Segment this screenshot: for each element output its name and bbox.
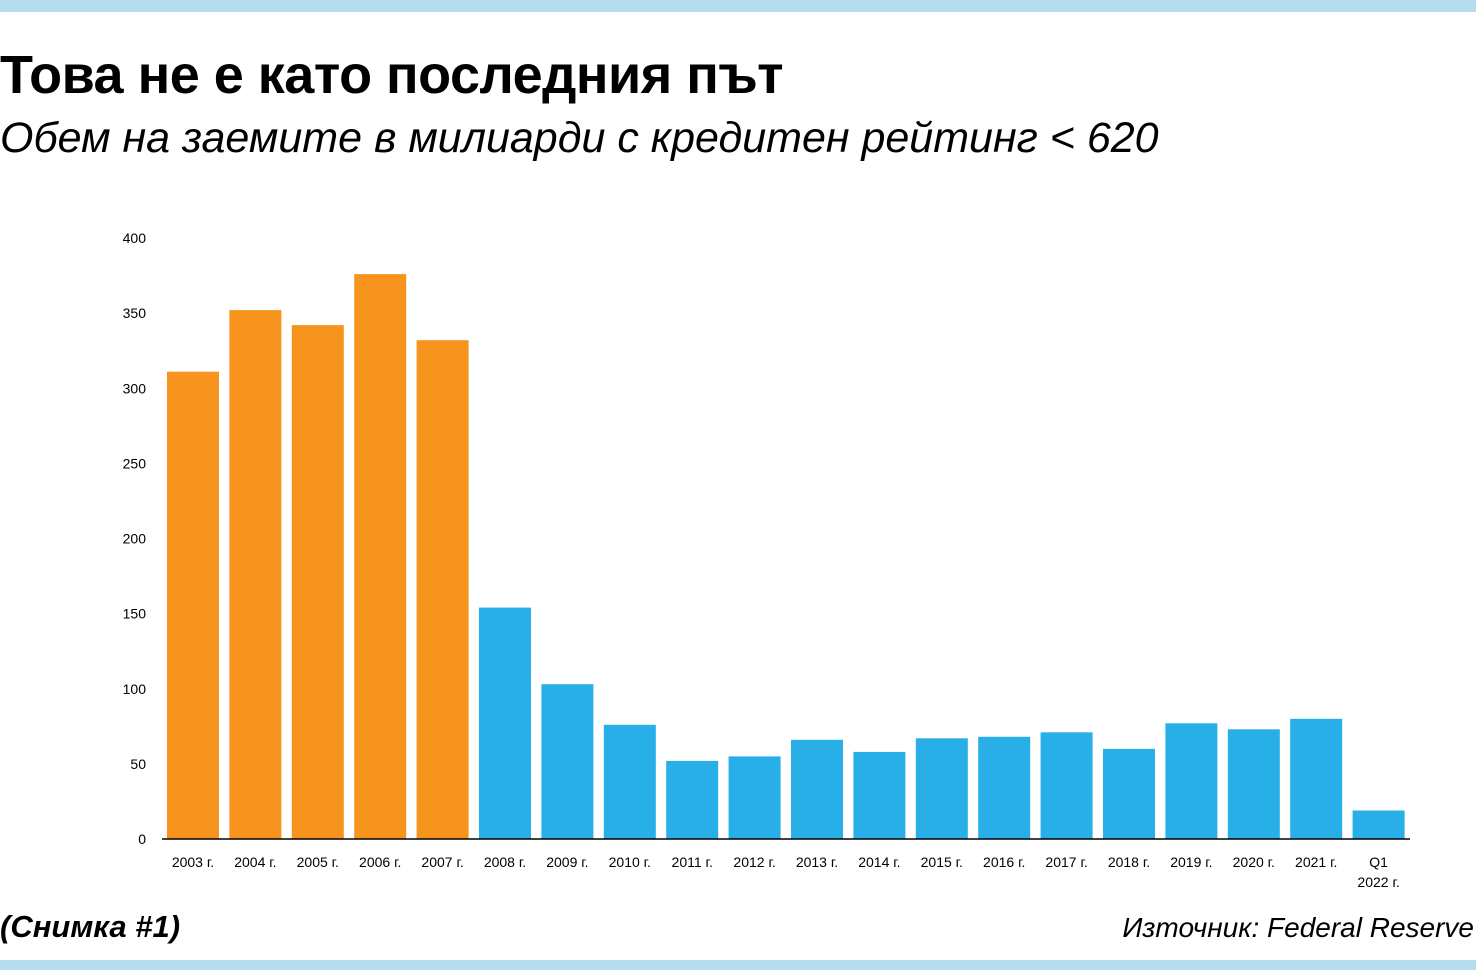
bar <box>1103 748 1155 839</box>
source-note: Източник: Federal Reserve <box>1122 912 1474 943</box>
x-tick-label: 2005 г. <box>297 854 339 870</box>
y-tick-label: 100 <box>123 681 147 697</box>
x-tick-label: 2015 г. <box>921 854 963 870</box>
bar <box>229 310 282 840</box>
bar <box>167 371 219 839</box>
top-rule <box>0 0 1476 12</box>
bar <box>541 684 594 839</box>
x-tick-label: Q1 <box>1369 854 1388 870</box>
bar <box>915 738 968 839</box>
bar <box>978 736 1031 839</box>
x-tick-label: 2017 г. <box>1045 854 1087 870</box>
x-tick-label: 2020 г. <box>1233 854 1275 870</box>
x-tick-label: 2006 г. <box>359 854 401 870</box>
x-axis-labels: 2003 г. 2004 г. 2005 г. 2006 г. 2007 г. 2008 … <box>172 854 1400 890</box>
x-tick-label: 2007 г. <box>421 854 463 870</box>
image-caption: (Снимка #1) <box>0 909 181 944</box>
chart-subtitle: Обем на заемите в милиарди с кредитен ре… <box>0 114 1159 162</box>
y-tick-label: 200 <box>123 531 147 547</box>
bar <box>603 724 656 839</box>
y-tick-label: 250 <box>123 455 147 471</box>
bar <box>1290 718 1343 839</box>
bar <box>291 325 344 840</box>
y-tick-label: 0 <box>138 831 146 847</box>
y-tick-label: 400 <box>123 230 147 246</box>
bar <box>1352 810 1405 839</box>
bar <box>791 739 843 839</box>
y-tick-label: 150 <box>123 606 147 622</box>
y-axis-ticks: 0 50 100 150 200 250 300 350 400 <box>123 230 147 847</box>
y-tick-label: 50 <box>130 756 146 772</box>
bar <box>479 607 531 839</box>
bar <box>1165 723 1218 839</box>
bars <box>167 274 1405 840</box>
x-tick-label: 2013 г. <box>796 854 838 870</box>
y-tick-label: 300 <box>123 380 147 396</box>
bar <box>354 274 407 840</box>
x-tick-label: 2004 г. <box>234 854 276 870</box>
bar <box>1040 732 1093 839</box>
bar <box>1227 729 1280 839</box>
x-tick-label: 2003 г. <box>172 854 214 870</box>
bar <box>416 340 469 839</box>
bar <box>666 760 719 839</box>
x-tick-label: 2009 г. <box>546 854 588 870</box>
bottom-rule <box>0 960 1476 970</box>
x-tick-label: 2014 г. <box>858 854 900 870</box>
x-tick-label: 2010 г. <box>609 854 651 870</box>
x-tick-label: 2021 г. <box>1295 854 1337 870</box>
x-tick-label: 2011 г. <box>672 854 713 870</box>
x-tick-label: 2018 г. <box>1108 854 1150 870</box>
chart-title: Това не е като последния път <box>0 45 784 105</box>
x-tick-label: 2008 г. <box>484 854 526 870</box>
x-tick-label: 2022 г. <box>1357 874 1399 890</box>
x-tick-label: 2016 г. <box>983 854 1025 870</box>
bar <box>728 756 781 839</box>
bar <box>853 751 906 839</box>
x-tick-label: 2019 г. <box>1170 854 1212 870</box>
x-tick-label: 2012 г. <box>733 854 775 870</box>
y-tick-label: 350 <box>123 305 147 321</box>
